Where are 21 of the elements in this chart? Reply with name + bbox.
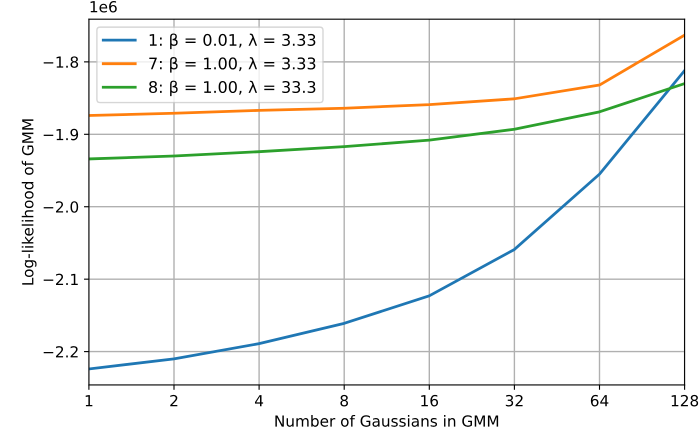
legend-label: 7: β = 1.00, λ = 3.33 — [149, 57, 316, 73]
text: 1e6 — [90, 0, 117, 13]
x-tick-label: 2 — [170, 394, 178, 406]
y-axis-title: Log-likelihood of GMM — [22, 119, 37, 285]
y-tick-label: −1.9 — [44, 128, 78, 140]
legend-label: 8: β = 1.00, λ = 33.3 — [149, 80, 316, 96]
x-tick-label: 32 — [506, 394, 523, 406]
x-tick-label: 1 — [86, 395, 92, 406]
x-axis-title: Number of Gaussians in GMM — [275, 414, 498, 427]
x-tick-label: 8 — [340, 394, 348, 406]
x-tick-label: 128 — [672, 394, 698, 406]
x-tick-label: 4 — [254, 395, 264, 406]
line-series — [88, 82, 685, 160]
legend-label: 1: β = 0.01, λ = 3.33 — [150, 34, 316, 50]
y-tick-label: −2.2 — [44, 346, 78, 358]
x-tick-label: 64 — [590, 394, 608, 406]
y-tick-label: −2.0 — [44, 201, 78, 213]
y-tick-label: −1.8 — [44, 56, 78, 68]
x-tick-label: 16 — [421, 394, 438, 406]
y-tick-label: −2.1 — [44, 274, 78, 285]
line-series — [88, 34, 685, 117]
